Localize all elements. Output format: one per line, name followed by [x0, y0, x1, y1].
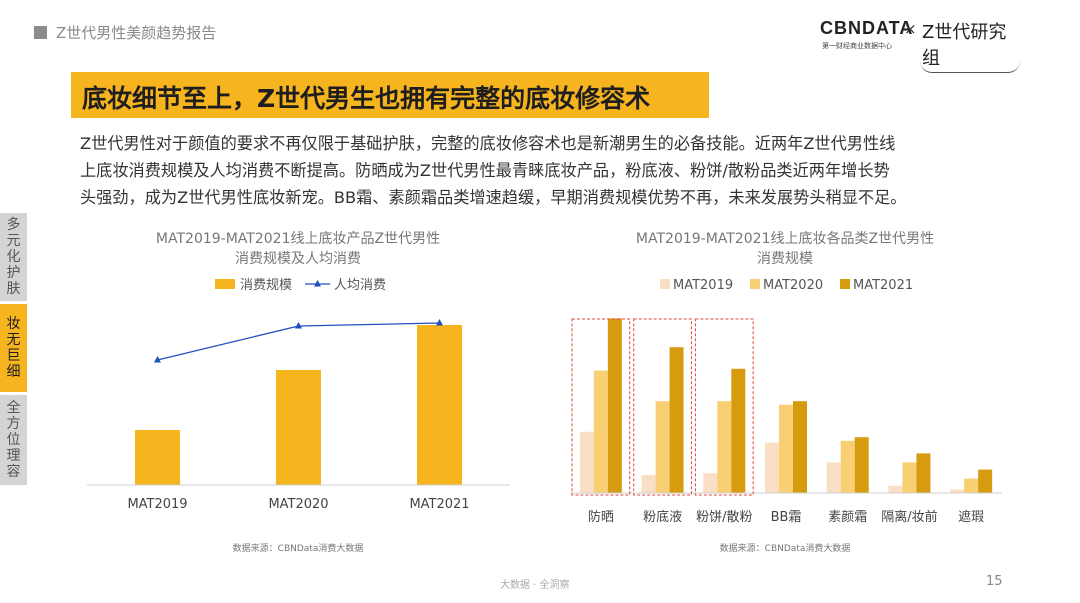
chart2-highlight-box: [694, 318, 754, 496]
chart2-legend-swatch: [660, 279, 670, 289]
chart2-bar: [655, 401, 670, 493]
logo-subtitle: 第一财经商业数据中心: [822, 42, 892, 50]
brand-logo: CBNDATA 第一财经商业数据中心 × Z世代研究组: [820, 18, 1020, 73]
chart2-legend-label: MAT2020: [763, 278, 823, 293]
chart1-bar: [135, 430, 180, 485]
chart2-tick-label: 防晒: [588, 509, 614, 525]
chart1-legend-bar-swatch: [215, 279, 235, 289]
chart2-bar: [950, 489, 965, 493]
side-tab-skincare[interactable]: 多元化护肤: [0, 213, 27, 301]
paragraph-line: Z世代男性对于颜值的要求不再仅限于基础护肤，完整的底妆修容术也是新潮男生的必备技…: [80, 134, 896, 153]
chart2-bar: [902, 462, 917, 493]
chart1-legend-line-marker: [314, 280, 321, 287]
summary-paragraph: Z世代男性对于颜值的要求不再仅限于基础护肤，完整的底妆修容术也是新潮男生的必备技…: [80, 130, 1040, 211]
chart1-legend-bar-label: 消费规模: [240, 278, 292, 293]
chart2-highlight-box: [571, 318, 631, 496]
chart2-tick-label: 素颜霜: [828, 509, 867, 525]
chart1-line-marker: [436, 319, 443, 326]
side-tab-makeup[interactable]: 妆无巨细: [0, 304, 27, 392]
chart2-legend-label: MAT2019: [673, 278, 733, 293]
chart2-bar: [916, 453, 931, 493]
chart2-bar: [641, 475, 656, 493]
headline-highlight: [71, 72, 709, 118]
chart1-tick-label: MAT2019: [127, 497, 187, 512]
chart2-tick-label: 粉底液: [643, 509, 682, 525]
report-title: Z世代男性美颜趋势报告: [56, 24, 217, 42]
chart2-title: MAT2019-MAT2021线上底妆各品类Z世代男性: [636, 231, 934, 247]
logo-times: ×: [904, 20, 917, 38]
chart2-legend-swatch: [840, 279, 850, 289]
chart2-bar: [731, 368, 746, 493]
paragraph-line: 头强劲，成为Z世代男性底妆新宠。BB霜、素颜霜品类增速趋缓，早期消费规模优势不再…: [80, 188, 907, 207]
chart2-bar: [593, 370, 608, 493]
chart2-bar: [854, 437, 869, 493]
chart2-bar: [703, 473, 718, 493]
chart2-legend-swatch: [750, 279, 760, 289]
logo-partner: Z世代研究组: [920, 18, 1020, 73]
chart1-line-marker: [295, 322, 302, 329]
page-headline: 底妆细节至上，Z世代男生也拥有完整的底妆修容术: [82, 84, 651, 113]
footer-tagline: 大数据 · 全洞察: [500, 580, 570, 591]
chart2-bar: [840, 440, 855, 493]
chart2-highlight-box: [633, 318, 692, 496]
chart2-bar: [888, 485, 903, 493]
chart2-tick-label: 粉饼/散粉: [696, 510, 752, 525]
chart2-bar: [717, 401, 732, 493]
chart2-bar: [607, 318, 622, 493]
chart2-bar: [765, 442, 779, 493]
chart2-source: 数据来源：CBNData消费大数据: [720, 542, 851, 554]
chart1-title: 消费规模及人均消费: [235, 251, 361, 267]
chart1-line-marker: [154, 356, 161, 363]
chart1-legend-line-label: 人均消费: [334, 278, 386, 293]
side-tab-grooming[interactable]: 全方位理容: [0, 395, 27, 485]
chart1-title: MAT2019-MAT2021线上底妆产品Z世代男性: [156, 231, 440, 247]
chart1-tick-label: MAT2021: [409, 497, 469, 512]
chart2-bar: [826, 462, 841, 493]
chart2-title: 消费规模: [757, 251, 813, 267]
chart2-bar: [978, 469, 993, 493]
chart2-bar: [964, 478, 979, 493]
chart1-source: 数据来源：CBNData消费大数据: [233, 542, 364, 554]
chart1-bar: [276, 370, 321, 485]
header-square-icon: [34, 26, 47, 39]
chart2-tick-label: 遮瑕: [958, 509, 984, 525]
chart2-legend-label: MAT2021: [853, 278, 913, 293]
chart2-bar: [669, 347, 684, 493]
chart2-tick-label: BB霜: [771, 510, 802, 525]
chart2-bar: [779, 404, 793, 493]
chart1-bar: [417, 325, 462, 485]
chart1-tick-label: MAT2020: [268, 497, 328, 512]
logo-cbndata: CBNDATA: [820, 18, 914, 38]
chart2-bar: [579, 431, 594, 493]
chart1-line: [157, 322, 440, 361]
page-number: 15: [986, 574, 1003, 589]
chart2-tick-label: 隔离/妆前: [881, 509, 937, 525]
chart2-bar: [793, 401, 807, 493]
paragraph-line: 上底妆消费规模及人均消费不断提高。防晒成为Z世代男性最青睐底妆产品，粉底液、粉饼…: [80, 161, 890, 180]
